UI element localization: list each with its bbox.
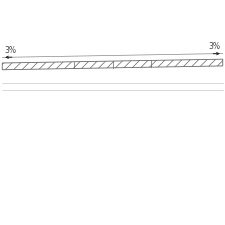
Text: 3%: 3%: [4, 46, 16, 55]
Polygon shape: [2, 59, 223, 70]
Text: 3%: 3%: [209, 42, 220, 51]
